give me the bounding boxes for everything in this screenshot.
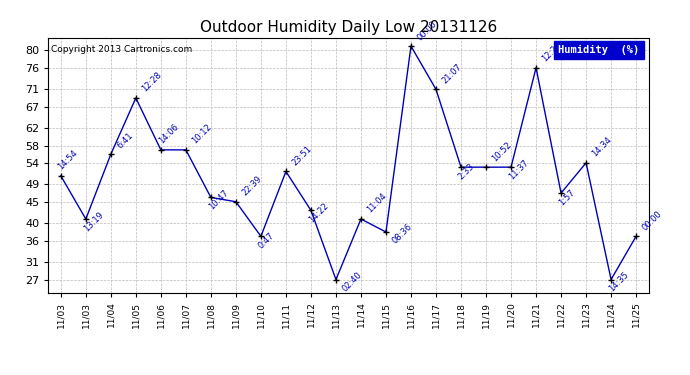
- Text: 00:00: 00:00: [640, 209, 663, 232]
- Text: 00:00: 00:00: [415, 19, 438, 42]
- Text: 22:39: 22:39: [240, 174, 264, 198]
- Text: 12:26: 12:26: [540, 40, 564, 64]
- Text: 14:35: 14:35: [607, 270, 630, 293]
- Text: 6:41: 6:41: [115, 130, 135, 150]
- Text: Copyright 2013 Cartronics.com: Copyright 2013 Cartronics.com: [51, 45, 193, 54]
- Text: 0:47: 0:47: [257, 231, 276, 250]
- Text: 11:04: 11:04: [365, 192, 388, 215]
- Text: 02:40: 02:40: [340, 270, 363, 293]
- Text: 14:54: 14:54: [57, 148, 80, 172]
- Text: Humidity  (%): Humidity (%): [558, 45, 640, 55]
- Text: 11:37: 11:37: [507, 158, 530, 181]
- Text: 2:33: 2:33: [457, 161, 477, 181]
- Text: 1:57: 1:57: [557, 188, 576, 207]
- Text: 14:22: 14:22: [307, 201, 330, 224]
- Text: 12:28: 12:28: [140, 70, 164, 94]
- Text: 23:51: 23:51: [290, 144, 313, 167]
- Text: 14:34: 14:34: [590, 135, 613, 159]
- Text: 21:07: 21:07: [440, 62, 464, 85]
- Text: 10:52: 10:52: [490, 140, 513, 163]
- Text: 14:06: 14:06: [157, 123, 180, 146]
- Text: 10:47: 10:47: [207, 188, 230, 211]
- Title: Outdoor Humidity Daily Low 20131126: Outdoor Humidity Daily Low 20131126: [200, 20, 497, 35]
- Text: 10:12: 10:12: [190, 123, 213, 146]
- Text: 08:36: 08:36: [390, 222, 413, 246]
- Text: 13:19: 13:19: [81, 210, 105, 233]
